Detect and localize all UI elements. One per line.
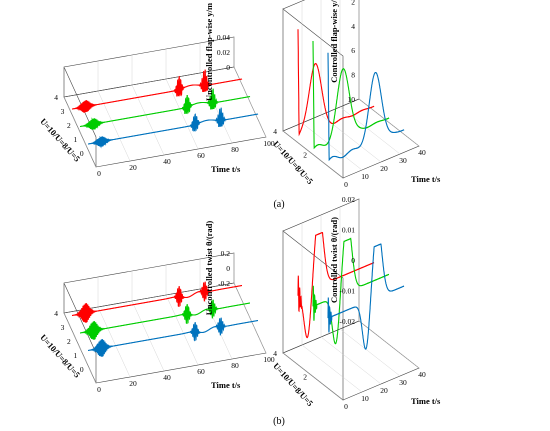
- a_left-ytick-label: 0: [80, 149, 84, 158]
- b_right-ztick-label: 0: [351, 256, 355, 265]
- a_right-ytick-label: 2: [303, 151, 307, 160]
- b_left-zlabel: Uncontrolled twist θ/(rad): [204, 221, 214, 316]
- a_right-xgrid: [320, 0, 382, 163]
- a_left-xgrid: [165, 49, 199, 150]
- a_left-zlabel: Uncontrolled flap-wise y/m: [204, 3, 214, 101]
- a_right-series-u-10: [297, 29, 375, 137]
- b_left-xgrid: [199, 259, 233, 360]
- caption-a: (a): [273, 199, 284, 210]
- b_left-series-u-5: [87, 317, 259, 358]
- b_right-ztick-label: 0.01: [342, 226, 355, 235]
- a_right-ztick-label: 2: [351, 0, 355, 6]
- b_left-ztick-label: 0: [226, 264, 230, 273]
- a_left-xgrid: [233, 37, 267, 138]
- b_left-ytick-label: 1: [73, 351, 77, 360]
- b_right-xtick-label: 10: [361, 394, 369, 403]
- a_left-ytick-label: 3: [61, 107, 65, 116]
- b_left-ztick-label: 0.2: [221, 249, 231, 258]
- b_left-series-u-8: [79, 299, 251, 341]
- a_left-xtick-label: 0: [97, 169, 101, 178]
- b_left-xlabel: Time t/s: [211, 380, 241, 390]
- b_right-xgrid: [282, 231, 344, 401]
- a_right-xtick-label: 10: [361, 172, 369, 181]
- a_left-xlabel: Time t/s: [211, 164, 241, 174]
- a_left-series-u-5: [88, 107, 259, 149]
- a_left-xtick-label: 40: [163, 157, 171, 166]
- a_left-series-u-10: [72, 69, 243, 113]
- b_left-series-u-10: [71, 281, 243, 324]
- a_right-series-u-8: [312, 40, 390, 150]
- b_right-xlabel: Time t/s: [411, 396, 441, 406]
- b_left-xgrid: [63, 283, 97, 384]
- b_right-ztick-label: -0.01: [339, 287, 355, 296]
- b_left-xgrid: [233, 253, 267, 354]
- b_right-series-u-10: [297, 231, 375, 339]
- b_left-xtick-label: 0: [97, 385, 101, 394]
- a_right-xgrid: [301, 1, 363, 171]
- a_left-xtick-label: 100: [263, 139, 275, 148]
- a_left-ytick-label: 2: [67, 121, 71, 130]
- a_left-xtick-label: 80: [231, 145, 239, 154]
- b_right-xtick-label: 40: [418, 370, 426, 379]
- a_left-ytick-label: 1: [73, 135, 77, 144]
- a_right-ztick-label: 4: [351, 22, 355, 31]
- b_left-ytick-label: 2: [67, 337, 71, 346]
- caption-b: (b): [273, 416, 285, 427]
- a_right-xtick-label: 20: [380, 164, 388, 173]
- a_right-ytick-label: 4: [273, 127, 277, 136]
- a_right-xgrid: [339, 0, 401, 155]
- b_left-xgrid: [165, 265, 199, 366]
- a_right-series-u-5: [327, 52, 405, 162]
- b_right-xtick-label: 0: [344, 402, 348, 411]
- b_right-ytick-label: 4: [273, 349, 277, 358]
- b_right-xgrid: [358, 199, 420, 369]
- b_right-ylabel: U=10/U=8/U=5: [271, 361, 315, 408]
- a_right-ztick-label: 8: [351, 71, 355, 80]
- b_left-xtick-label: 100: [263, 355, 275, 364]
- a_left-series-u-8: [80, 88, 251, 130]
- a_right-xgrid: [282, 9, 344, 179]
- b_left-xgrid: [97, 277, 131, 378]
- b_right-xgrid: [339, 207, 401, 377]
- a_left-ztick-label: 0.02: [217, 48, 230, 57]
- b_right-xgrid: [301, 223, 363, 393]
- b_left-ztick-label: -0.2: [218, 279, 230, 288]
- b_left-ytick-label: 4: [54, 309, 58, 318]
- b_right-xtick-label: 20: [380, 386, 388, 395]
- b_left-xtick-label: 40: [163, 373, 171, 382]
- b_left-xtick-label: 80: [231, 361, 239, 370]
- b_right-zlabel: Controlled twist θ/(rad): [329, 217, 339, 303]
- a_left-xgrid: [97, 61, 131, 162]
- a_right-ylabel: U=10/U=8/U=5: [271, 139, 315, 186]
- a_right-ztick-label: 10: [348, 95, 356, 104]
- b_right-series-u-5: [327, 243, 405, 350]
- b_right-xtick-label: 30: [399, 378, 407, 387]
- a_left-xgrid: [131, 55, 165, 156]
- b_right-series-u-8: [312, 237, 390, 345]
- b_left-xgrid: [131, 271, 165, 372]
- a_right-xtick-label: 40: [418, 148, 426, 157]
- b_right-ztick-label: 0.02: [342, 195, 355, 204]
- a_left-ztick-label: 0: [226, 63, 230, 72]
- a_left-ytick-label: 4: [54, 93, 58, 102]
- a_right-ztick-label: 6: [351, 46, 355, 55]
- a_right-xlabel: Time t/s: [411, 174, 441, 184]
- a_right-xtick-label: 30: [399, 156, 407, 165]
- a_right-zlabel: Controlled flap-wise y/m: [329, 0, 339, 83]
- b_right-xgrid: [320, 215, 382, 385]
- a_right-xtick-label: 0: [344, 180, 348, 189]
- a_left-xgrid: [63, 67, 97, 168]
- b_right-ytick-label: 2: [303, 373, 307, 382]
- a_left-xtick-label: 60: [197, 151, 205, 160]
- b_right-ztick-label: -0.02: [339, 317, 355, 326]
- a_left-ztick-label: 0.04: [217, 33, 230, 42]
- b_left-ytick-label: 0: [80, 365, 84, 374]
- b_left-ytick-label: 3: [61, 323, 65, 332]
- b_left-xtick-label: 20: [129, 379, 137, 388]
- b_left-xtick-label: 60: [197, 367, 205, 376]
- a_right-xgrid: [358, 0, 420, 147]
- a_left-xtick-label: 20: [129, 163, 137, 172]
